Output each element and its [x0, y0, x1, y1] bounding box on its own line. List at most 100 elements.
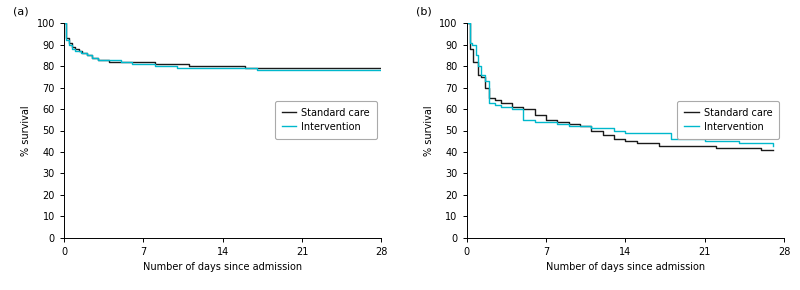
Standard care — [586, 129, 596, 132]
Intervention — [173, 66, 182, 70]
Standard care — [564, 122, 574, 126]
Line: Intervention: Intervention — [466, 23, 773, 146]
Intervention — [94, 58, 103, 61]
Intervention — [150, 64, 159, 68]
Intervention — [377, 69, 386, 72]
Standard care — [469, 60, 478, 64]
Standard care — [184, 64, 194, 68]
Standard care — [87, 56, 97, 59]
Y-axis label: % survival: % survival — [424, 105, 434, 156]
Standard care — [74, 49, 83, 53]
Standard care — [700, 144, 710, 147]
Standard care — [734, 146, 743, 149]
Standard care — [127, 60, 137, 64]
Intervention — [67, 47, 77, 51]
Standard care — [241, 66, 250, 70]
Intervention — [473, 64, 482, 68]
Standard care — [64, 41, 74, 44]
Standard care — [82, 54, 91, 57]
Standard care — [150, 62, 159, 66]
Standard care — [654, 144, 664, 147]
Intervention — [471, 54, 481, 57]
Standard care — [162, 62, 171, 66]
Intervention — [298, 69, 307, 72]
Standard care — [59, 21, 69, 25]
Intervention — [64, 43, 74, 46]
Intervention — [700, 139, 710, 143]
Text: (b): (b) — [416, 6, 431, 16]
Standard care — [195, 64, 205, 68]
Intervention — [564, 124, 574, 128]
Intervention — [206, 66, 216, 70]
Intervention — [575, 124, 585, 128]
Standard care — [485, 97, 494, 100]
Intervention — [162, 64, 171, 68]
Intervention — [252, 69, 262, 72]
Standard care — [609, 137, 618, 141]
Intervention — [184, 66, 194, 70]
Intervention — [490, 103, 500, 106]
Standard care — [477, 75, 486, 79]
Standard care — [462, 21, 471, 25]
Standard care — [320, 66, 330, 70]
Intervention — [76, 52, 86, 55]
Intervention — [138, 62, 148, 66]
Intervention — [218, 66, 227, 70]
Standard care — [173, 62, 182, 66]
Intervention — [507, 107, 517, 111]
X-axis label: Number of days since admission: Number of days since admission — [143, 262, 302, 272]
Line: Standard care: Standard care — [64, 23, 382, 68]
Intervention — [598, 127, 607, 130]
Intervention — [480, 79, 490, 83]
Standard care — [490, 99, 500, 102]
Standard care — [575, 124, 585, 128]
Intervention — [477, 73, 486, 77]
Standard care — [342, 66, 352, 70]
Standard care — [518, 107, 528, 111]
Standard care — [757, 148, 766, 152]
Intervention — [541, 120, 550, 124]
Intervention — [230, 66, 239, 70]
Standard care — [263, 66, 273, 70]
Standard care — [218, 64, 227, 68]
Intervention — [621, 131, 630, 134]
Legend: Standard care, Intervention: Standard care, Intervention — [678, 101, 779, 139]
Intervention — [127, 62, 137, 66]
Intervention — [586, 127, 596, 130]
Text: (a): (a) — [14, 6, 29, 16]
Standard care — [507, 105, 517, 109]
Standard care — [677, 144, 686, 147]
Standard care — [530, 114, 539, 117]
Legend: Standard care, Intervention: Standard care, Intervention — [275, 101, 377, 139]
Standard care — [496, 101, 506, 104]
Standard care — [768, 148, 778, 152]
Line: Intervention: Intervention — [64, 23, 382, 70]
Standard care — [286, 66, 295, 70]
Intervention — [59, 21, 69, 25]
Standard care — [67, 45, 77, 48]
Intervention — [342, 69, 352, 72]
Standard care — [598, 133, 607, 137]
Intervention — [530, 120, 539, 124]
Intervention — [757, 142, 766, 145]
Standard care — [105, 60, 114, 64]
Standard care — [94, 58, 103, 61]
Intervention — [689, 137, 698, 141]
Standard care — [621, 139, 630, 143]
Intervention — [466, 41, 475, 44]
Standard care — [70, 47, 80, 51]
Standard care — [99, 58, 109, 61]
Line: Standard care: Standard care — [466, 23, 773, 150]
Intervention — [643, 131, 653, 134]
Intervention — [274, 69, 284, 72]
Intervention — [711, 139, 721, 143]
Intervention — [70, 49, 80, 53]
Intervention — [518, 118, 528, 122]
Standard care — [377, 66, 386, 70]
Standard care — [62, 37, 71, 40]
Standard care — [480, 86, 490, 89]
Standard care — [473, 73, 482, 77]
Intervention — [320, 69, 330, 72]
Intervention — [734, 142, 743, 145]
Intervention — [666, 137, 675, 141]
